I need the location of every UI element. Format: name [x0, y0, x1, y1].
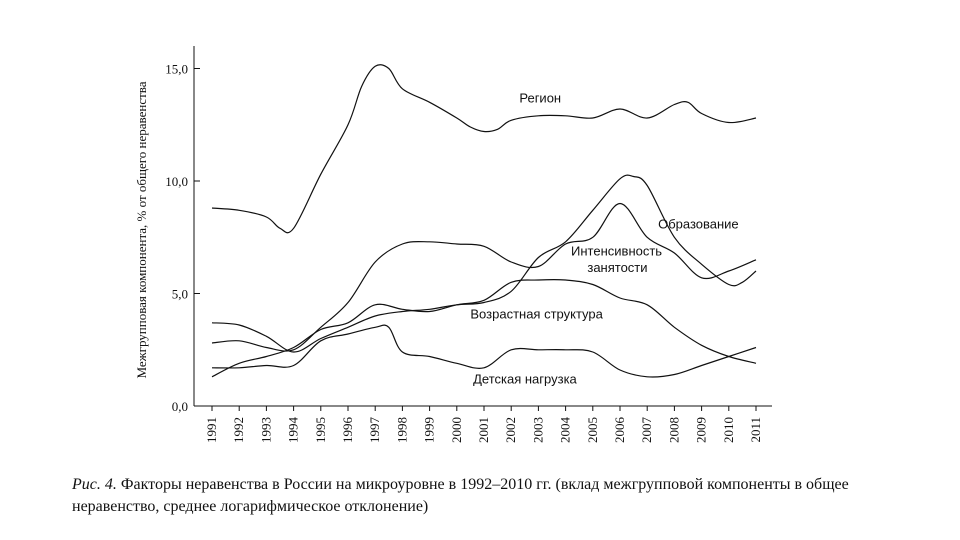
- series-line-employment-intensity: [211, 202, 757, 352]
- x-tick-label: 1996: [340, 417, 355, 444]
- chart-axes: 0,0 5,0 10,0 15,0 1991 1992 1993 1994 1995 1996 19…: [165, 46, 772, 443]
- x-tick-label: 2002: [503, 417, 518, 443]
- x-tick-label: 1995: [313, 417, 328, 443]
- figure-caption-text: Факторы неравенства в России на микроуро…: [72, 476, 849, 515]
- series-label: Образование: [658, 216, 739, 231]
- x-tick-label: 1994: [286, 417, 301, 444]
- x-tick-label: 1991: [204, 417, 219, 443]
- series-line-region: [211, 64, 757, 234]
- x-tick-label: 2000: [449, 417, 464, 443]
- series-line-age-structure: [211, 278, 757, 378]
- chart-series-labels: Регион Образование Интенсивность занятости В…: [470, 90, 738, 386]
- x-tick-label: 1992: [231, 417, 246, 443]
- x-tick-label: 2011: [748, 417, 763, 443]
- x-tick-label: 1999: [422, 417, 437, 443]
- y-tick-label: 15,0: [165, 62, 188, 77]
- x-tick-label: 1998: [394, 417, 409, 443]
- x-tick-label: 2007: [639, 417, 654, 444]
- y-axis-title: Межгрупповая компонента, % от общего нер…: [134, 81, 149, 378]
- x-tick-label: 2004: [558, 417, 573, 444]
- figure-number: Рис. 4.: [72, 476, 117, 493]
- figure-caption: Рис. 4. Факторы неравенства в России на …: [72, 474, 892, 518]
- series-label: Регион: [519, 90, 561, 105]
- chart-series: [211, 64, 757, 378]
- x-tick-label: 2006: [612, 417, 627, 444]
- x-tick-label: 1997: [367, 417, 382, 444]
- series-label: занятости: [587, 260, 647, 275]
- series-line-education: [211, 174, 757, 353]
- x-tick-label: 2008: [666, 417, 681, 443]
- y-tick-label: 0,0: [172, 399, 188, 414]
- series-line-child-burden: [211, 324, 757, 378]
- x-tick-label: 2003: [530, 417, 545, 443]
- x-tick-label: 2005: [585, 417, 600, 443]
- y-tick-label: 10,0: [165, 174, 188, 189]
- x-tick-label: 1993: [258, 417, 273, 443]
- series-label: Интенсивность: [571, 243, 662, 258]
- x-tick-label: 2009: [694, 417, 709, 443]
- series-label: Возрастная структура: [470, 306, 603, 321]
- series-label: Детская нагрузка: [473, 372, 577, 387]
- y-tick-label: 5,0: [172, 287, 188, 302]
- line-chart: 0,0 5,0 10,0 15,0 1991 1992 1993 1994 1995 1996 19…: [134, 46, 772, 443]
- x-tick-label: 2001: [476, 417, 491, 443]
- x-tick-label: 2010: [721, 417, 736, 443]
